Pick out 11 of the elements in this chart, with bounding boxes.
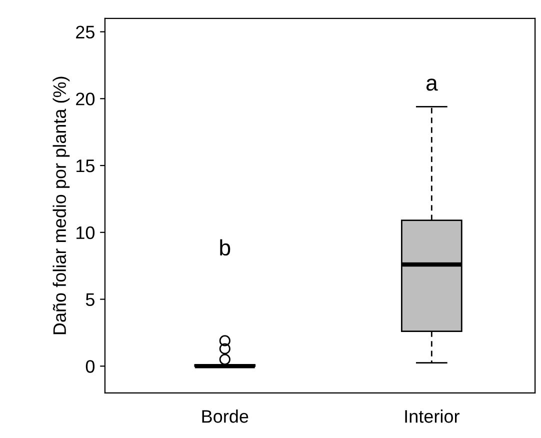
- annotation: a: [426, 78, 438, 91]
- y-tick-label: 15: [76, 160, 94, 172]
- y-tick-label: 25: [76, 26, 94, 38]
- y-tick-label: 5: [86, 293, 94, 306]
- y-tick-label: 10: [76, 226, 95, 240]
- y-tick-label: 0: [86, 360, 95, 373]
- y-axis-title: Daño foliar medio por planta (%): [52, 76, 70, 334]
- x-tick-label: Interior: [405, 410, 460, 423]
- x-tick-label: Borde: [202, 410, 248, 423]
- y-tick-label: 20: [76, 92, 95, 106]
- annotation: b: [220, 239, 230, 256]
